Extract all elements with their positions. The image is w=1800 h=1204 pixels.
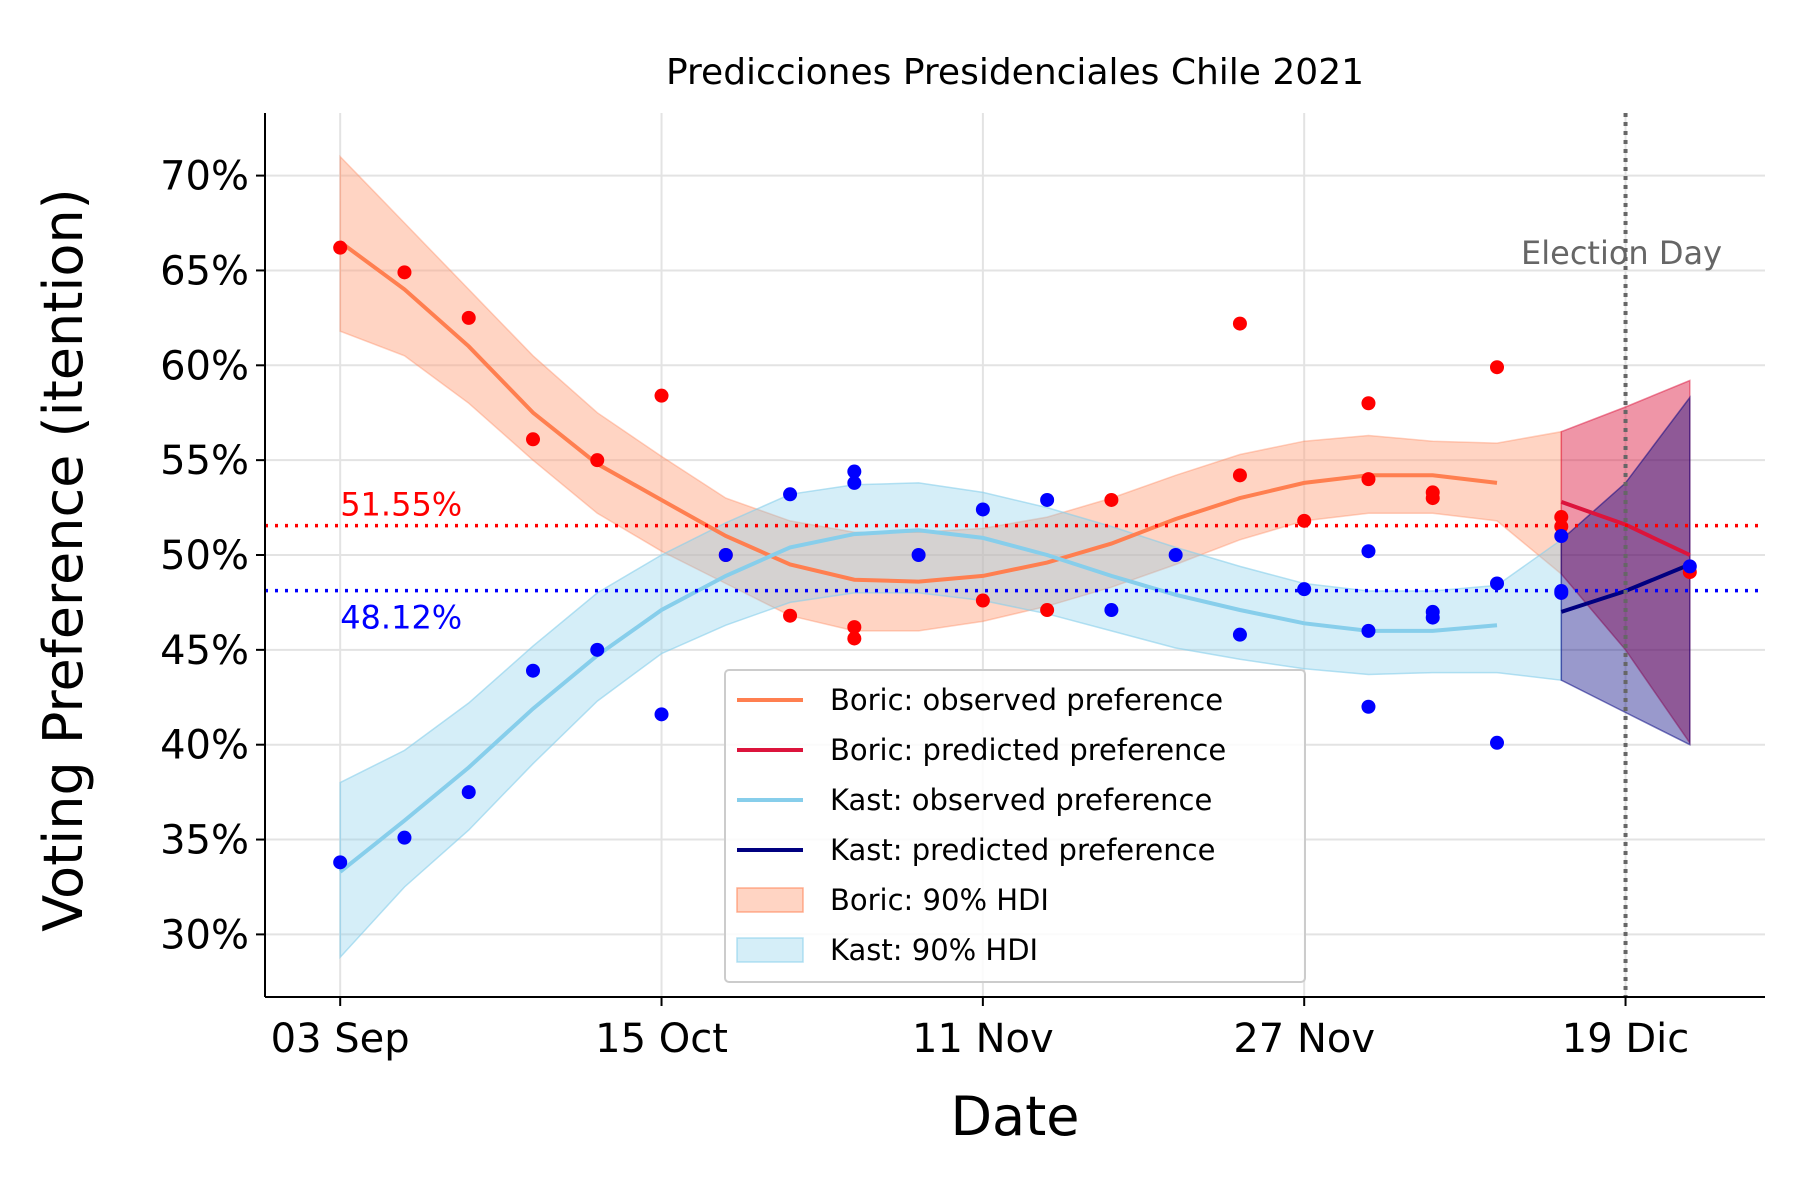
boric-poll-point bbox=[1040, 603, 1055, 618]
chart-title: Predicciones Presidenciales Chile 2021 bbox=[666, 52, 1364, 93]
x-axis-label: Date bbox=[950, 1085, 1079, 1148]
y-tick-label: 65% bbox=[160, 248, 249, 294]
kast-poll-point bbox=[1425, 610, 1440, 625]
legend-patch-marker bbox=[736, 937, 804, 963]
kast-poll-point bbox=[911, 548, 926, 562]
legend-label: Boric: predicted preference bbox=[830, 733, 1226, 767]
kast-poll-point bbox=[975, 502, 990, 517]
boric-poll-point bbox=[461, 310, 476, 325]
kast-poll-point bbox=[718, 548, 733, 562]
boric-poll-point bbox=[1490, 360, 1505, 375]
reference-label: 51.55% bbox=[340, 486, 462, 524]
boric-poll-point bbox=[654, 388, 669, 403]
poll-points bbox=[333, 240, 1697, 870]
kast-poll-point bbox=[1361, 699, 1376, 714]
legend: Boric: observed preference Boric: predict… bbox=[724, 669, 1306, 983]
kast-poll-point bbox=[333, 855, 348, 870]
kast-poll-point bbox=[1297, 582, 1312, 597]
legend-box bbox=[724, 669, 1306, 983]
kast-poll-point bbox=[1682, 559, 1697, 574]
kast-poll-point bbox=[847, 475, 862, 490]
boric-poll-point bbox=[1104, 492, 1119, 507]
legend-label: Kast: predicted preference bbox=[830, 833, 1215, 867]
legend-label: Boric: observed preference bbox=[830, 683, 1223, 717]
kast-poll-point bbox=[525, 663, 540, 678]
election-day-label: Election Day bbox=[1521, 234, 1722, 272]
legend-label: Boric: 90% HDI bbox=[830, 883, 1049, 917]
boric-poll-point bbox=[1361, 396, 1376, 411]
x-tick-label: 15 Oct bbox=[595, 1016, 728, 1062]
legend-label: Kast: 90% HDI bbox=[830, 933, 1038, 967]
kast-poll-point bbox=[1361, 623, 1376, 638]
boric-poll-point bbox=[525, 432, 540, 447]
kast-poll-point bbox=[847, 464, 862, 479]
y-tick-label: 70% bbox=[160, 154, 249, 200]
boric-poll-point bbox=[1425, 491, 1440, 506]
kast-poll-point bbox=[1168, 548, 1183, 562]
y-tick-label: 45% bbox=[160, 628, 249, 674]
y-tick-label: 60% bbox=[160, 343, 249, 389]
legend-patch-marker bbox=[736, 887, 804, 913]
y-axis-label: Voting Preference (itention) bbox=[32, 188, 95, 931]
kast-observed-line bbox=[338, 528, 1498, 874]
boric-poll-point bbox=[847, 620, 862, 635]
x-tick-label: 11 Nov bbox=[912, 1016, 1054, 1062]
y-tick-label: 30% bbox=[160, 912, 249, 958]
y-tick-label: 55% bbox=[160, 438, 249, 484]
kast-poll-point bbox=[590, 642, 605, 657]
y-tick-label: 50% bbox=[160, 533, 249, 579]
x-tick-label: 03 Sep bbox=[271, 1016, 410, 1062]
x-tick-label: 19 Dic bbox=[1562, 1016, 1690, 1062]
boric-poll-point bbox=[590, 453, 605, 468]
kast-poll-point bbox=[1104, 603, 1119, 618]
reference-label: 48.12% bbox=[340, 599, 462, 637]
boric-poll-point bbox=[1554, 510, 1569, 525]
boric-poll-point bbox=[1297, 513, 1312, 528]
kast-poll-point bbox=[654, 707, 669, 722]
boric-observed-line bbox=[339, 240, 1498, 584]
y-tick-label: 35% bbox=[160, 818, 249, 864]
axis-labels: Predicciones Presidenciales Chile 2021 D… bbox=[32, 52, 1364, 1148]
kast-poll-point bbox=[783, 487, 798, 502]
boric-poll-point bbox=[975, 593, 990, 608]
boric-poll-point bbox=[333, 240, 348, 255]
boric-poll-point bbox=[847, 631, 862, 646]
kast-poll-point bbox=[1040, 492, 1055, 507]
x-tick-label: 27 Nov bbox=[1233, 1016, 1375, 1062]
hdi-bands bbox=[339, 154, 1691, 960]
boric-poll-point bbox=[783, 608, 798, 623]
reference-lines: 51.55% 48.12% Election Day bbox=[265, 113, 1765, 997]
kast-poll-point bbox=[1554, 529, 1569, 544]
legend-label: Kast: observed preference bbox=[830, 783, 1212, 817]
boric-poll-point bbox=[1361, 472, 1376, 487]
boric-poll-point bbox=[1232, 468, 1247, 483]
axes: 30% 35% 40% 45% 50% 55% 60% 65% 70% 03 Sep 15 Oct 1… bbox=[160, 113, 1765, 1062]
kast-poll-point bbox=[461, 785, 476, 800]
kast-poll-point bbox=[1554, 585, 1569, 600]
boric-poll-point bbox=[397, 265, 412, 280]
boric-poll-point bbox=[1232, 316, 1247, 331]
kast-poll-point bbox=[1490, 735, 1505, 750]
kast-poll-point bbox=[1232, 627, 1247, 642]
y-tick-label: 40% bbox=[160, 723, 249, 769]
kast-poll-point bbox=[1490, 576, 1505, 591]
kast-poll-point bbox=[397, 830, 412, 845]
kast-poll-point bbox=[1361, 544, 1376, 559]
